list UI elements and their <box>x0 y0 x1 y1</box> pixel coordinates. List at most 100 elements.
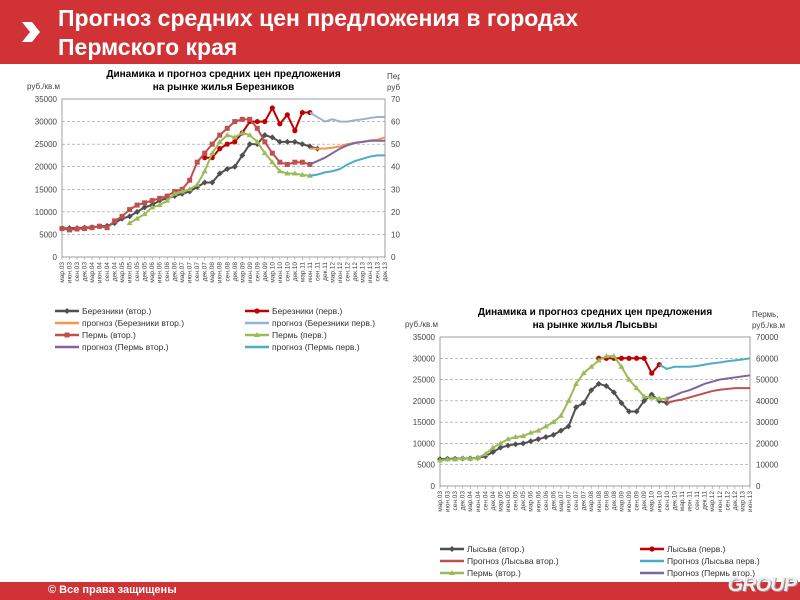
footer-bar: © Все права защищены GROUP <box>0 574 800 600</box>
data-point <box>201 168 208 174</box>
header-bar: Прогноз средних цен предложения в города… <box>0 0 800 64</box>
chart-title: на рынке жилья Березников <box>153 82 294 93</box>
data-point <box>149 198 155 204</box>
x-tick-label: июн.09 <box>247 262 254 284</box>
x-tick-label: дек.08 <box>611 491 618 511</box>
data-point <box>550 419 557 425</box>
data-point <box>649 546 655 552</box>
x-tick-label: сен.05 <box>513 491 520 511</box>
data-point <box>126 220 133 226</box>
x-tick-label: июн.13 <box>747 491 754 513</box>
data-point <box>603 353 610 359</box>
data-point <box>67 227 73 233</box>
data-point <box>626 376 633 382</box>
x-tick-label: июн.05 <box>505 491 512 513</box>
series-line <box>666 374 751 400</box>
data-point <box>299 141 306 148</box>
x-tick-label: мар.09 <box>618 491 625 512</box>
chart-berezniki: Динамика и прогноз средних цен предложен… <box>27 69 400 352</box>
data-point <box>142 200 148 206</box>
series-5 <box>666 374 751 400</box>
y-tick-label: 20000 <box>413 397 436 406</box>
data-point <box>505 436 512 442</box>
data-point <box>261 132 268 139</box>
data-point <box>512 441 519 448</box>
data-point <box>449 546 455 552</box>
data-point <box>149 204 156 210</box>
data-point <box>269 134 276 141</box>
y-tick-label: 25000 <box>413 376 436 385</box>
data-point <box>269 159 276 165</box>
x-tick-label: дек.12 <box>352 262 359 282</box>
data-point <box>512 434 519 440</box>
data-point <box>649 370 655 376</box>
data-point <box>269 105 275 111</box>
data-point <box>201 179 208 186</box>
data-point <box>224 125 230 131</box>
data-point <box>194 181 201 187</box>
x-tick-label: дек.06 <box>550 491 557 511</box>
x-tick-label: мар.03 <box>437 491 444 512</box>
data-point <box>119 213 125 219</box>
x-tick-label: мар.06 <box>528 491 535 512</box>
data-point <box>610 389 617 396</box>
data-point <box>452 456 459 462</box>
x-tick-label: дек.09 <box>641 491 648 511</box>
x-tick-label: сен.07 <box>194 262 201 282</box>
data-point <box>449 570 455 575</box>
data-point <box>641 355 647 361</box>
data-point <box>209 179 216 186</box>
y-tick-label: 5000 <box>417 461 435 470</box>
x-tick-label: дек.09 <box>262 262 269 282</box>
y-tick-label: 15000 <box>35 185 58 194</box>
data-point <box>284 170 291 176</box>
y-axis-label-left: руб./кв.м <box>27 82 60 91</box>
data-point <box>557 412 564 418</box>
series-line <box>61 118 311 231</box>
data-point <box>618 355 625 361</box>
data-point <box>127 207 133 213</box>
data-point <box>254 118 260 125</box>
x-tick-label: сен.04 <box>482 491 489 511</box>
data-point <box>224 165 231 172</box>
data-point <box>505 442 512 449</box>
data-point <box>580 399 587 406</box>
x-tick-label: июн.12 <box>337 262 344 284</box>
y-tick-label-right: 30000 <box>391 185 400 194</box>
x-tick-label: сен.10 <box>284 262 291 282</box>
y-tick-label: 0 <box>53 253 58 262</box>
series-line <box>309 139 385 166</box>
y-axis-label-right: руб./кв.м <box>752 321 785 330</box>
x-tick-label: дек.11 <box>322 262 329 281</box>
y-tick-label-right: 70000 <box>391 95 400 104</box>
data-point <box>489 448 496 455</box>
data-point <box>459 455 466 461</box>
data-point <box>595 357 602 363</box>
data-point <box>292 159 298 165</box>
y-tick-label: 25000 <box>35 140 58 149</box>
data-point <box>656 395 663 401</box>
series-line <box>658 357 751 371</box>
copyright-text: © Все права защищены <box>48 584 177 596</box>
x-tick-label: июн.11 <box>687 491 694 512</box>
data-point <box>535 436 542 443</box>
data-point <box>277 159 283 165</box>
data-point <box>231 163 238 170</box>
data-point <box>254 125 260 131</box>
y-tick-label-right: 20000 <box>756 439 779 448</box>
series-line <box>309 154 385 177</box>
data-point <box>588 363 595 369</box>
data-point <box>467 455 474 461</box>
x-tick-label: сен.04 <box>104 262 111 282</box>
x-tick-label: мар.04 <box>467 491 474 512</box>
x-tick-label: июн.10 <box>277 262 284 284</box>
x-tick-label: сен.11 <box>314 262 321 281</box>
x-tick-label: дек.05 <box>520 491 527 511</box>
legend-label: Лысьва (втор.) <box>467 544 525 554</box>
x-tick-label: мар.09 <box>239 262 246 283</box>
data-point <box>595 380 602 387</box>
y-tick-label: 30000 <box>413 354 436 363</box>
data-point <box>82 226 88 232</box>
data-point <box>217 132 223 138</box>
x-tick-label: июн.11 <box>307 262 314 283</box>
